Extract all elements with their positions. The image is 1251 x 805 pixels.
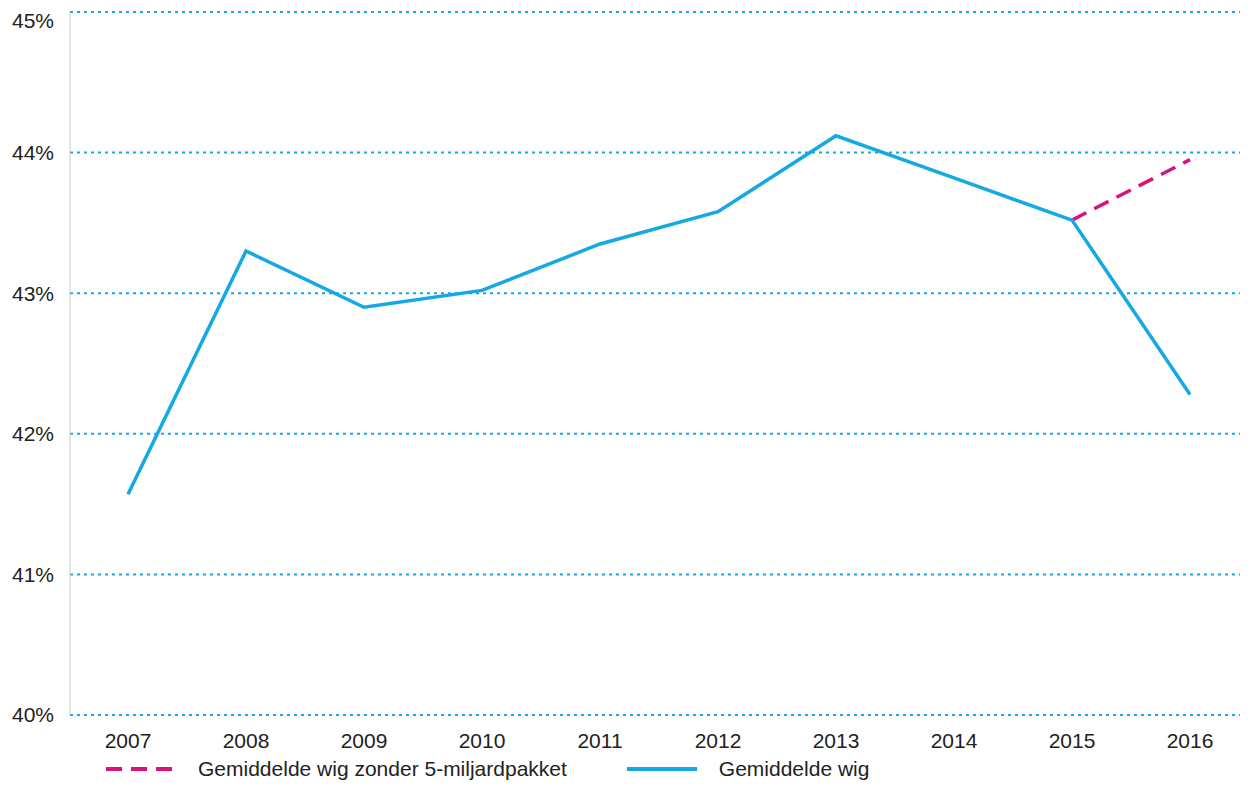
svg-text:2015: 2015 xyxy=(1049,729,1096,752)
svg-text:2007: 2007 xyxy=(105,729,152,752)
svg-text:2012: 2012 xyxy=(695,729,742,752)
svg-text:45%: 45% xyxy=(12,9,54,32)
svg-text:44%: 44% xyxy=(12,141,54,164)
html-text:Gemiddelde wig zonder 5-miljar: Gemiddelde wig zonder 5-miljardpakket xyxy=(198,757,567,780)
svg-text:41%: 41% xyxy=(12,563,54,586)
svg-text:42%: 42% xyxy=(12,422,54,445)
html-text:Gemiddelde wig: Gemiddelde wig xyxy=(718,757,870,780)
svg-text:2011: 2011 xyxy=(577,729,622,752)
svg-text:2016: 2016 xyxy=(1167,729,1214,752)
svg-text:2010: 2010 xyxy=(459,729,506,752)
svg-text:2014: 2014 xyxy=(931,729,978,752)
svg-text:2008: 2008 xyxy=(223,729,270,752)
svg-text:40%: 40% xyxy=(12,703,54,726)
svg-text:43%: 43% xyxy=(12,282,54,305)
svg-text:2013: 2013 xyxy=(813,729,860,752)
svg-text:2009: 2009 xyxy=(341,729,388,752)
